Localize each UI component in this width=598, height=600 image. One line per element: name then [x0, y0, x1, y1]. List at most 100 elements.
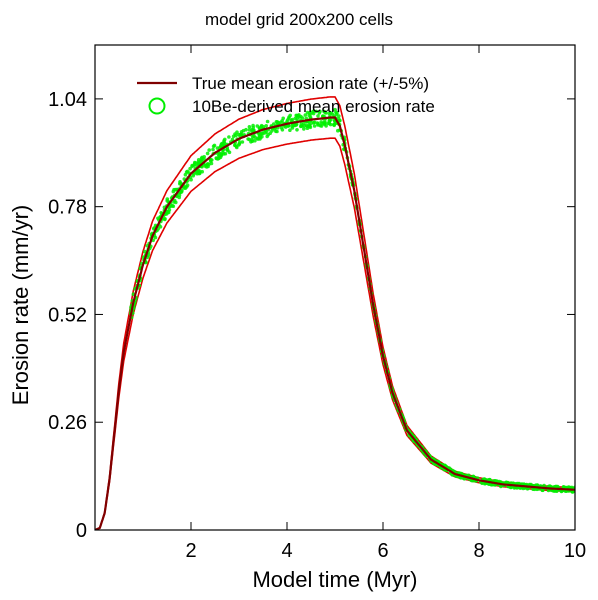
derived-point	[199, 156, 204, 161]
true-mean-line	[95, 116, 575, 530]
derived-point	[195, 171, 200, 176]
derived-point	[211, 147, 215, 152]
derived-point	[214, 156, 219, 161]
derived-point	[316, 123, 320, 127]
y-axis-label: Erosion rate (mm/yr)	[8, 205, 33, 405]
x-tick-label: 10	[564, 540, 586, 562]
derived-point	[180, 188, 184, 193]
derived-point	[317, 111, 322, 115]
y-tick-label: 0.78	[48, 197, 87, 219]
derived-point	[172, 187, 176, 192]
derived-point	[227, 135, 231, 139]
derived-point	[334, 110, 338, 115]
legend-swatch-derived	[148, 97, 166, 115]
derived-point	[290, 124, 294, 128]
axis-ticks: 2 4 6 8 10 0 0.26 0.52 0.78 1.04	[48, 45, 586, 562]
band-upper-line	[95, 96, 575, 530]
derived-point	[234, 144, 239, 149]
derived-point	[236, 132, 241, 137]
derived-point	[247, 128, 252, 132]
derived-point	[286, 124, 290, 128]
derived-point	[219, 152, 224, 157]
derived-point	[240, 140, 245, 144]
y-tick-label: 0	[76, 520, 87, 542]
derived-point	[223, 151, 228, 156]
derived-point	[287, 115, 291, 119]
derived-point	[163, 217, 167, 221]
derived-point	[233, 133, 238, 138]
derived-point	[535, 483, 540, 487]
derived-point	[185, 183, 190, 187]
derived-point	[305, 110, 310, 115]
derived-point	[171, 204, 176, 208]
derived-point	[260, 135, 264, 139]
chart-title: model grid 200x200 cells	[205, 10, 393, 29]
derived-point	[312, 124, 317, 128]
derived-point	[183, 172, 188, 177]
derived-point	[311, 121, 316, 125]
derived-point	[332, 122, 336, 127]
derived-point	[250, 127, 254, 132]
derived-point	[328, 122, 333, 127]
derived-point	[261, 125, 266, 129]
derived-point	[253, 135, 257, 140]
derived-point	[280, 119, 285, 123]
derived-point	[288, 128, 292, 132]
derived-point	[206, 164, 210, 169]
derived-point	[327, 118, 332, 123]
derived-point	[314, 109, 319, 114]
derived-point	[172, 200, 176, 204]
legend-label-derived: 10Be-derived mean erosion rate	[192, 97, 435, 116]
derived-point	[222, 138, 226, 143]
derived-point	[295, 128, 299, 132]
y-tick-label: 0.26	[48, 412, 87, 434]
derived-point	[258, 132, 263, 136]
derived-point	[250, 139, 255, 143]
derived-point	[275, 129, 279, 134]
derived-point	[293, 116, 298, 121]
derived-point	[290, 117, 295, 122]
y-tick-label: 0.52	[48, 304, 87, 326]
derived-point	[177, 193, 182, 197]
x-tick-label: 2	[185, 540, 196, 562]
derived-point	[322, 121, 327, 125]
derived-point	[303, 113, 308, 117]
derived-point	[265, 119, 270, 124]
derived-point	[225, 147, 229, 152]
derived-point	[337, 114, 341, 118]
derived-point	[205, 151, 210, 156]
plot-area	[95, 96, 575, 530]
derived-point	[300, 116, 305, 120]
derived-point	[297, 113, 301, 117]
derived-point	[191, 173, 195, 178]
derived-point	[222, 141, 227, 146]
derived-point	[190, 164, 194, 169]
derived-point	[215, 146, 220, 150]
derived-point	[207, 148, 211, 152]
derived-point	[266, 132, 271, 137]
derived-point	[308, 112, 313, 117]
derived-point	[279, 126, 284, 130]
derived-point	[308, 123, 312, 128]
legend: True mean erosion rate (+/-5%) 10Be-deri…	[137, 74, 435, 116]
x-tick-label: 4	[281, 540, 292, 562]
derived-point	[247, 125, 252, 129]
derived-point	[302, 127, 306, 131]
x-tick-label: 8	[473, 540, 484, 562]
derived-point	[521, 486, 525, 491]
legend-label-true: True mean erosion rate (+/-5%)	[192, 74, 429, 93]
derived-point	[185, 169, 190, 174]
derived-point	[219, 142, 224, 146]
derived-point	[246, 137, 250, 141]
x-tick-label: 6	[377, 540, 388, 562]
band-lower-line	[95, 137, 575, 530]
derived-point	[299, 124, 303, 129]
derived-point	[244, 127, 248, 132]
derived-point	[230, 137, 235, 142]
derived-point	[316, 114, 320, 118]
derived-point	[329, 111, 333, 115]
x-axis-label: Model time (Myr)	[252, 567, 417, 592]
derived-point	[257, 126, 262, 130]
plot-frame	[94, 44, 576, 531]
